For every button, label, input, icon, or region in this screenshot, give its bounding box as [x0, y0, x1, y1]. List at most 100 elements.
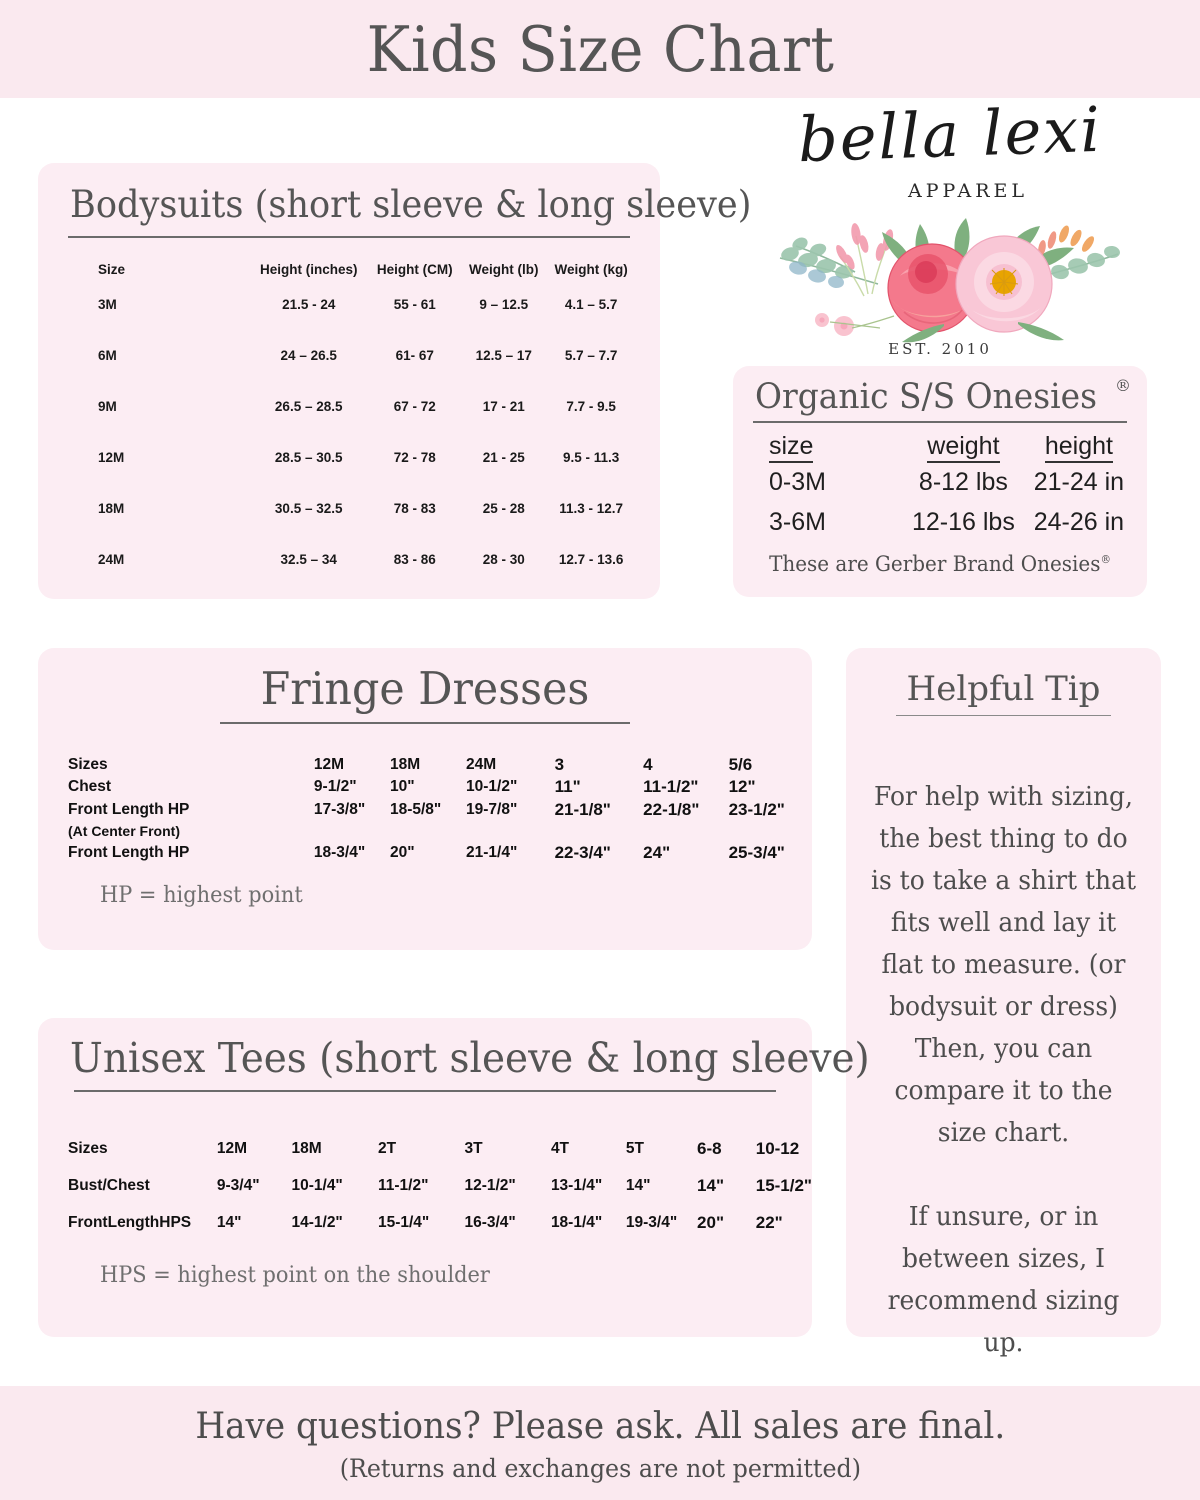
cell: 21-1/4"	[466, 844, 518, 861]
cell-weight-kg: 12.7 - 13.6	[558, 551, 624, 567]
cell-weight-lb: 28 - 30	[482, 551, 525, 567]
fringe-table: Sizes 12M 18M 24M 3 4 5/6 Chest 9-1/2" 1…	[68, 754, 812, 865]
cell: 22"	[755, 1212, 783, 1232]
column-header-size: size	[747, 431, 902, 464]
table-row: 12M 28.5 – 30.5 72 - 78 21 - 25 9.5 - 11…	[62, 432, 636, 483]
tees-legend-note: HPS = highest point on the shoulder	[100, 1262, 490, 1288]
cell-weight-lb: 25 - 28	[482, 500, 525, 516]
cell: 15-1/4"	[377, 1213, 430, 1231]
cell: 4T	[550, 1139, 570, 1157]
table-row: Front Length HP 18-3/4" 20" 21-1/4" 22-3…	[68, 842, 812, 865]
cell-height: 21-24 in	[1033, 467, 1125, 496]
cell: 11"	[554, 777, 581, 796]
cell: 12M	[216, 1139, 248, 1157]
column-header-weight-text: weight	[927, 432, 1000, 464]
table-row: 3M 21.5 - 24 55 - 61 9 – 12.5 4.1 – 5.7	[62, 279, 636, 330]
column-header-height-inches: Height (inches)	[259, 261, 358, 277]
floral-bouquet-icon	[779, 218, 1120, 343]
logo-subtitle: APPAREL	[907, 180, 1029, 202]
row-label-bust-chest: Bust/Chest	[68, 1176, 150, 1194]
cell: 12-1/2"	[464, 1176, 516, 1194]
cell: 10-12	[755, 1138, 800, 1158]
bodysuits-divider	[68, 235, 630, 238]
cell: 10-1/4"	[291, 1176, 343, 1194]
tees-heading: Unisex Tees (short sleeve & long sleeve)	[70, 1034, 870, 1082]
row-label-front-length-hps: FrontLengthHPS	[68, 1213, 192, 1231]
organic-table: size weight height 0-3M 8-12 lbs 21-24 i…	[747, 431, 1133, 542]
cell: 13-1/4"	[550, 1176, 603, 1194]
cell: 12M	[313, 755, 345, 773]
cell: 11-1/2"	[643, 777, 699, 796]
cell-height-inches: 24 – 26.5	[280, 347, 337, 363]
table-row: FrontLengthHPS 14" 14-1/2" 15-1/4" 16-3/…	[68, 1204, 812, 1241]
cell-weight: 12-16 lbs	[911, 507, 1015, 536]
cell-size: 12M	[98, 449, 125, 465]
cell: 24M	[466, 755, 497, 773]
table-row: Front Length HP 17-3/8" 18-5/8" 19-7/8" …	[68, 799, 812, 822]
tip-paragraph-2: If unsure, or in between sizes, I recomm…	[887, 1202, 1120, 1359]
cell-size: 3-6M	[769, 507, 826, 536]
column-header-weight: weight	[902, 431, 1025, 464]
row-label-sizes: Sizes	[68, 755, 108, 773]
bodysuits-table: Size Height (inches) Height (CM) Weight …	[62, 250, 636, 585]
cell: 14"	[697, 1175, 725, 1195]
tip-paragraph-1: For help with sizing, the best thing to …	[870, 782, 1137, 1149]
tees-divider	[74, 1089, 776, 1092]
cell-height-cm: 61- 67	[395, 347, 434, 363]
cell: 5/6	[728, 754, 753, 774]
table-row: Bust/Chest 9-3/4" 10-1/4" 11-1/2" 12-1/2…	[68, 1167, 812, 1204]
cell: 22-1/8"	[643, 799, 700, 819]
brand-logo: bella lexi APPAREL	[760, 93, 1140, 366]
cell-weight-kg: 5.7 – 7.7	[564, 347, 618, 363]
cell	[466, 821, 555, 842]
table-row: Chest 9-1/2" 10" 10-1/2" 11" 11-1/2" 12"	[68, 776, 812, 799]
fringe-legend-note: HP = highest point	[100, 882, 303, 908]
page-title: Kids Size Chart	[366, 12, 834, 86]
registered-trademark-icon: ®	[1100, 553, 1111, 567]
column-header-weight-kg: Weight (kg)	[554, 261, 628, 277]
table-row: 6M 24 – 26.5 61- 67 12.5 – 17 5.7 – 7.7	[62, 330, 636, 381]
cell-height: 24-26 in	[1033, 507, 1125, 536]
cell-weight: 8-12 lbs	[918, 467, 1008, 496]
cell: 12"	[728, 777, 756, 796]
cell: 10-1/2"	[466, 778, 518, 795]
tip-heading: Helpful Tip	[906, 669, 1101, 709]
cell: 5T	[625, 1139, 644, 1157]
bodysuits-heading: Bodysuits (short sleeve & long sleeve)	[70, 183, 752, 226]
organic-heading-wrap: Organic S/S Onesies ®	[755, 376, 1133, 417]
cell: 9-3/4"	[216, 1176, 260, 1194]
column-header-size: Size	[98, 261, 126, 277]
cell: 23-1/2"	[728, 799, 785, 819]
cell-weight-lb: 21 - 25	[482, 449, 525, 465]
fringe-divider	[220, 721, 630, 724]
cell-weight-kg: 4.1 – 5.7	[564, 296, 618, 312]
cell: 16-3/4"	[464, 1213, 516, 1231]
cell	[729, 821, 812, 842]
row-label-front-length-hp-2: Front Length HP	[68, 844, 190, 861]
cell-size: 18M	[98, 500, 125, 516]
cell: 18-5/8"	[389, 800, 442, 818]
unisex-tees-card: Unisex Tees (short sleeve & long sleeve)…	[38, 1018, 870, 1337]
column-header-height-text: height	[1044, 432, 1113, 464]
cell-height-inches: 28.5 – 30.5	[274, 449, 343, 465]
row-label-at-center-front: (At Center Front)	[68, 823, 180, 839]
organic-onesies-card: Organic S/S Onesies ® size weight height…	[733, 366, 1147, 597]
cell: 25-3/4"	[728, 843, 785, 862]
row-label-chest: Chest	[68, 778, 112, 795]
cell: 3T	[464, 1139, 483, 1157]
cell-height-inches: 26.5 – 28.5	[274, 398, 343, 414]
cell-weight-lb: 9 – 12.5	[479, 296, 529, 312]
column-header-height-cm: Height (CM)	[376, 261, 453, 277]
table-row: Sizes 12M 18M 2T 3T 4T 5T 6-8 10-12	[68, 1130, 812, 1167]
cell: 4	[643, 754, 653, 774]
table-row: 18M 30.5 – 32.5 78 - 83 25 - 28 11.3 - 1…	[62, 483, 636, 534]
cell: 15-1/2"	[755, 1175, 812, 1195]
cell-height-cm: 83 - 86	[393, 551, 436, 567]
cell-height-inches: 21.5 - 24	[282, 296, 336, 312]
logo-script-name: bella lexi	[796, 92, 1104, 177]
cell-height-cm: 72 - 78	[393, 449, 436, 465]
cell-height-cm: 78 - 83	[393, 500, 436, 516]
cell: 18-3/4"	[313, 844, 366, 861]
cell: 24"	[643, 843, 671, 862]
cell-height-inches: 30.5 – 32.5	[274, 500, 343, 516]
